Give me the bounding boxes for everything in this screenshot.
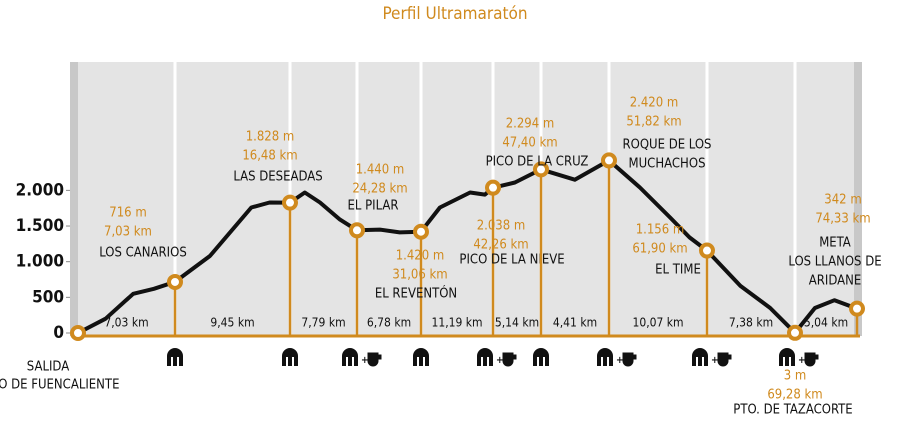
- waypoint-km: 47,40 km: [502, 136, 557, 151]
- waypoint-elevation: 2.294 m: [506, 117, 555, 132]
- segment-label: 11,19 km: [431, 316, 482, 330]
- waypoint-name: EL PILAR: [347, 199, 398, 214]
- waypoint-elevation: 342 m: [824, 193, 861, 208]
- plus-sign: +: [798, 355, 806, 366]
- segment-label: 4,41 km: [553, 316, 597, 330]
- cup-icon: [502, 352, 517, 367]
- plus-sign: +: [496, 355, 504, 366]
- facility-icon: [167, 348, 183, 366]
- segment-label: 7,38 km: [729, 316, 773, 330]
- waypoint-elevation: 716 m: [109, 206, 146, 221]
- waypoint-km: 61,90 km: [632, 242, 687, 257]
- waypoint-name: LOS LLANOS DE: [788, 255, 881, 270]
- waypoint-marker: [167, 273, 183, 290]
- y-tick-label: 1.000: [16, 252, 64, 272]
- waypoint-elevation: 1.828 m: [246, 130, 295, 145]
- facility-icon: [413, 348, 429, 366]
- plus-sign: +: [616, 355, 624, 366]
- refuge-icon: [342, 348, 358, 366]
- waypoint-marker: [533, 161, 549, 178]
- segment-label: 10,07 km: [632, 316, 683, 330]
- y-tick-label: 1.500: [16, 216, 64, 236]
- facility-icon: [282, 348, 298, 366]
- cup-icon: [804, 352, 819, 367]
- refuge-icon: [692, 348, 708, 366]
- waypoint-marker: [699, 242, 715, 259]
- cup-icon: [717, 352, 732, 367]
- waypoint-marker: [849, 300, 865, 317]
- plus-sign: +: [711, 355, 719, 366]
- facility-icon: +: [692, 348, 732, 367]
- segment-label: 7,79 km: [301, 316, 345, 330]
- refuge-icon: [533, 348, 549, 366]
- refuge-icon: [597, 348, 613, 366]
- waypoint-name: ROQUE DE LOS: [623, 138, 712, 153]
- segment-label: 6,78 km: [367, 316, 411, 330]
- y-tick-label: 0: [53, 323, 64, 343]
- waypoint-name: EL TIME: [655, 263, 701, 278]
- start-marker: [70, 325, 86, 341]
- plus-sign: +: [361, 355, 369, 366]
- waypoint-elevation: 1.440 m: [356, 163, 405, 178]
- waypoint-km: 42,26 km: [473, 238, 528, 253]
- waypoint-elevation: 2.038 m: [477, 219, 526, 234]
- waypoint-marker: [787, 324, 803, 341]
- waypoint-name: PICO DE LA CRUZ: [486, 155, 589, 170]
- facility-icon: +: [779, 348, 819, 367]
- waypoint-name: ARIDANE: [809, 274, 861, 289]
- waypoint-name: MUCHACHOS: [629, 157, 706, 172]
- waypoint-elevation: 3 m: [784, 369, 807, 384]
- waypoint-km: 69,28 km: [767, 388, 822, 403]
- waypoint-name: META: [819, 236, 851, 251]
- facility-icon: [533, 348, 549, 366]
- waypoint-elevation: 2.420 m: [630, 96, 679, 111]
- start-label: FARO DE FUENCALIENTE: [0, 378, 119, 393]
- waypoint-name: LAS DESEADAS: [233, 170, 322, 185]
- right-strip: [854, 62, 862, 336]
- waypoint-marker: [282, 194, 298, 211]
- left-strip: [70, 62, 78, 336]
- facility-icon: +: [597, 348, 637, 367]
- waypoint-marker: [601, 152, 617, 169]
- refuge-icon: [779, 348, 795, 366]
- waypoint-marker: [485, 179, 501, 196]
- waypoint-name: PTO. DE TAZACORTE: [733, 403, 852, 418]
- facility-icon: +: [477, 348, 517, 367]
- plot-background: [70, 62, 862, 336]
- y-tick-label: 500: [32, 287, 64, 307]
- waypoint-marker: [349, 222, 365, 239]
- waypoint-elevation: 1.420 m: [396, 249, 445, 264]
- waypoint-km: 24,28 km: [352, 182, 407, 197]
- waypoint-name: PICO DE LA NIEVE: [459, 253, 564, 268]
- segment-label: 9,45 km: [210, 316, 254, 330]
- refuge-icon: [167, 348, 183, 366]
- facility-icon: +: [342, 348, 382, 367]
- waypoint-marker: [413, 223, 429, 240]
- waypoint-name: LOS CANARIOS: [99, 246, 187, 261]
- segment-label: 7,03 km: [104, 316, 148, 330]
- waypoint-elevation: 1.156 m: [636, 223, 685, 238]
- waypoint-km: 74,33 km: [815, 212, 870, 227]
- waypoint-km: 31,06 km: [392, 268, 447, 283]
- cup-icon: [367, 352, 382, 367]
- segment-label: 5,04 km: [804, 316, 848, 330]
- refuge-icon: [413, 348, 429, 366]
- waypoint-km: 51,82 km: [626, 115, 681, 130]
- start-label: SALIDA: [27, 360, 69, 375]
- y-tick-label: 2.000: [16, 180, 64, 200]
- refuge-icon: [477, 348, 493, 366]
- refuge-icon: [282, 348, 298, 366]
- cup-icon: [622, 352, 637, 367]
- chart-title: Perfil Ultramaratón: [382, 4, 527, 24]
- waypoint-name: EL REVENTÓN: [375, 286, 457, 302]
- waypoint-km: 16,48 km: [242, 149, 297, 164]
- profile-line: [77, 158, 858, 335]
- chart-layer: 0 500 1.000 1.500 2.000 SALIDA FARO DE FUENCAL…: [0, 62, 882, 418]
- segment-label: 5,14 km: [495, 316, 539, 330]
- waypoint-km: 7,03 km: [104, 225, 152, 240]
